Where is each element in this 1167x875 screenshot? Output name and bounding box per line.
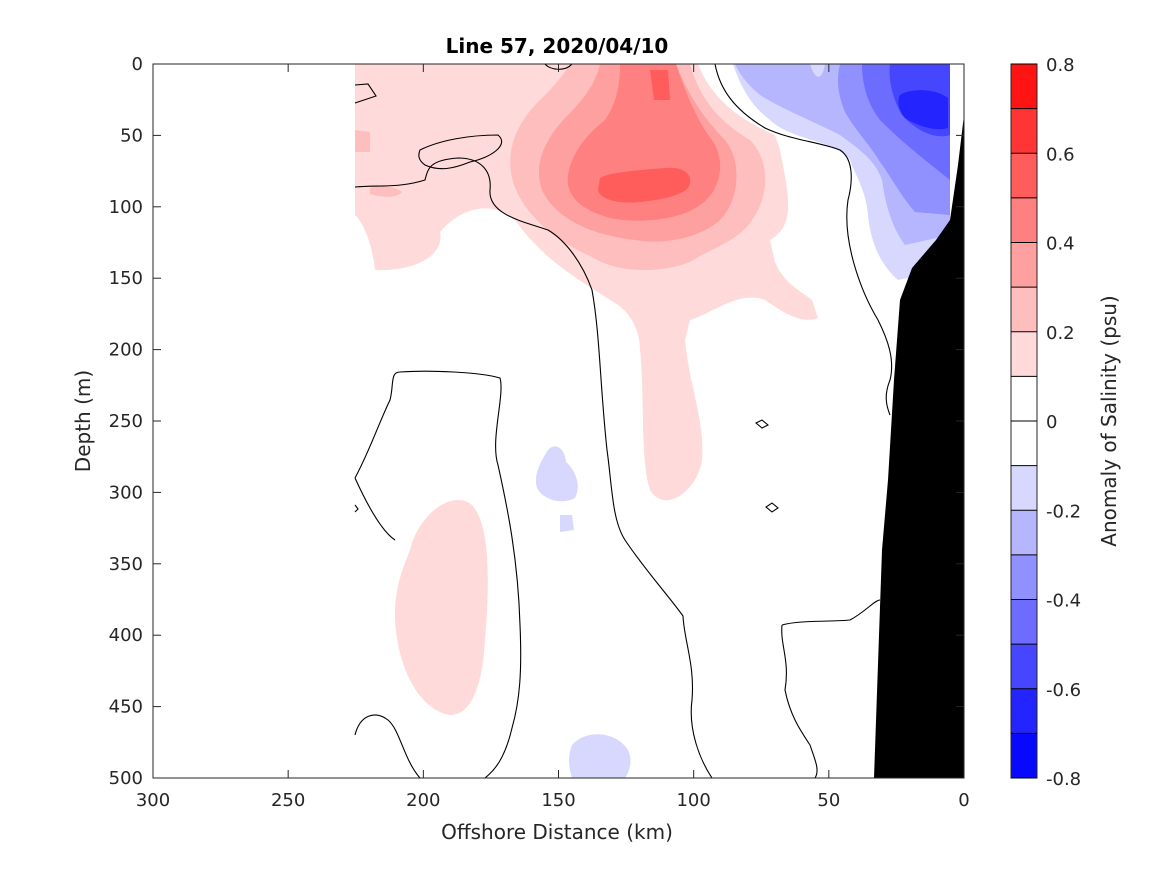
colorbar-band [1011, 242, 1037, 288]
x-tick-label: 100 [676, 790, 710, 811]
y-tick-label: 50 [120, 125, 143, 146]
y-tick-label: 0 [132, 54, 143, 75]
y-tick-label: 100 [109, 197, 143, 218]
zero-contours [354, 64, 893, 778]
x-tick-label: 0 [958, 790, 969, 811]
x-tick-label: 200 [406, 790, 440, 811]
colorbar-band [1011, 421, 1037, 467]
colorbar-band [1011, 465, 1037, 511]
colorbar-tick-label: -0.4 [1046, 591, 1081, 612]
colorbar-band [1011, 197, 1037, 243]
colorbar-band [1011, 287, 1037, 333]
x-tick-label: 250 [271, 790, 305, 811]
colorbar-tick-label: -0.8 [1046, 769, 1081, 790]
colorbar-band [1011, 108, 1037, 154]
colorbar-band [1011, 599, 1037, 645]
y-tick-label: 350 [109, 554, 143, 575]
x-tick-label: 300 [136, 790, 170, 811]
contour-fill-pos-deep [394, 500, 488, 715]
y-tick-label: 450 [109, 697, 143, 718]
colorbar-band [1011, 153, 1037, 199]
colorbar-band [1011, 64, 1037, 110]
chart-title: Line 57, 2020/04/10 [446, 34, 669, 58]
y-tick-label: 300 [109, 482, 143, 503]
contour-fill-pos-0.5b [650, 70, 670, 100]
colorbar-band [1011, 688, 1037, 734]
colorbar-band [1011, 554, 1037, 600]
y-tick-label: 150 [109, 268, 143, 289]
colorbar-tick-label: -0.6 [1046, 680, 1081, 701]
contour-fill-pos-0.2-blob [370, 186, 402, 197]
colorbar-tick-label: 0.8 [1046, 55, 1075, 76]
bathymetry-fill [874, 115, 964, 778]
y-axis: 0 50 100 150 200 250 300 350 400 450 500 [109, 54, 964, 789]
contour-fill-neg-blob-1 [535, 446, 578, 502]
y-axis-label: Depth (m) [71, 370, 95, 472]
y-tick-label: 400 [109, 625, 143, 646]
contour-fill-neg-0.6 [898, 90, 948, 130]
contour-fill-neg-blob-2 [560, 515, 574, 532]
colorbar-band [1011, 510, 1037, 556]
x-tick-label: 150 [541, 790, 575, 811]
x-tick-label: 50 [817, 790, 840, 811]
x-axis: 300 250 200 150 100 50 0 [136, 64, 970, 811]
colorbar-tick-label: 0.2 [1046, 323, 1075, 344]
colorbar-tick-label: -0.2 [1046, 501, 1081, 522]
colorbar-band [1011, 644, 1037, 690]
colorbar-tick-label: 0.6 [1046, 144, 1075, 165]
colorbar-band [1011, 376, 1037, 422]
x-axis-label: Offshore Distance (km) [441, 820, 673, 844]
colorbar-band [1011, 733, 1037, 779]
colorbar-tick-label: 0 [1046, 412, 1057, 433]
contour-fills [354, 64, 964, 778]
colorbar-tick-label: 0.4 [1046, 234, 1075, 255]
colorbar-label: Anomaly of Salinity (psu) [1097, 295, 1121, 546]
colorbar: 0.8 0.6 0.4 0.2 0 -0.2 -0.4 -0.6 -0.8 [1010, 55, 1081, 790]
contour-fill-pos-0.2-blob2 [355, 130, 370, 152]
y-tick-label: 500 [109, 768, 143, 789]
contour-fill-pos-0.5 [598, 167, 691, 203]
y-tick-label: 200 [109, 340, 143, 361]
y-tick-label: 250 [109, 411, 143, 432]
colorbar-band [1011, 331, 1037, 377]
contour-fill-neg-blob-3 [569, 734, 631, 778]
